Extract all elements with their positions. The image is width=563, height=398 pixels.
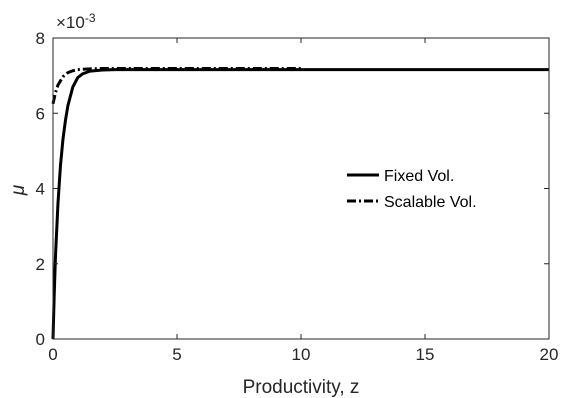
y-tick-label-1: 2 bbox=[36, 255, 45, 274]
y-exponent-label: ×10-3 bbox=[56, 11, 96, 32]
x-tick-label-0: 0 bbox=[48, 345, 57, 364]
x-tick-label-1: 5 bbox=[172, 345, 181, 364]
y-tick-label-4: 8 bbox=[36, 29, 45, 48]
series-line-fixed-vol bbox=[51, 68, 549, 340]
y-exponent-base: ×10 bbox=[56, 13, 85, 32]
y-tick-label-3: 6 bbox=[36, 104, 45, 123]
y-tick-label-2: 4 bbox=[36, 180, 45, 199]
x-tick-label-4: 20 bbox=[540, 345, 559, 364]
x-axis-label: Productivity, z bbox=[243, 377, 360, 398]
y-tick-label-0: 0 bbox=[36, 330, 45, 349]
legend-label-fixed-vol: Fixed Vol. bbox=[384, 168, 454, 185]
x-tick-label-3: 15 bbox=[416, 345, 435, 364]
plot-area bbox=[53, 38, 549, 339]
legend: Fixed Vol. Scalable Vol. bbox=[347, 168, 477, 211]
y-exponent-power: -3 bbox=[85, 11, 96, 25]
legend-label-scalable-vol: Scalable Vol. bbox=[384, 194, 477, 211]
ticks-layer: 0 5 10 15 20 0 2 4 6 8 bbox=[36, 29, 559, 364]
y-axis-label: μ bbox=[8, 184, 29, 196]
series-layer bbox=[51, 66, 549, 340]
series-line-scalable-vol bbox=[51, 66, 301, 105]
x-tick-label-2: 10 bbox=[292, 345, 311, 364]
